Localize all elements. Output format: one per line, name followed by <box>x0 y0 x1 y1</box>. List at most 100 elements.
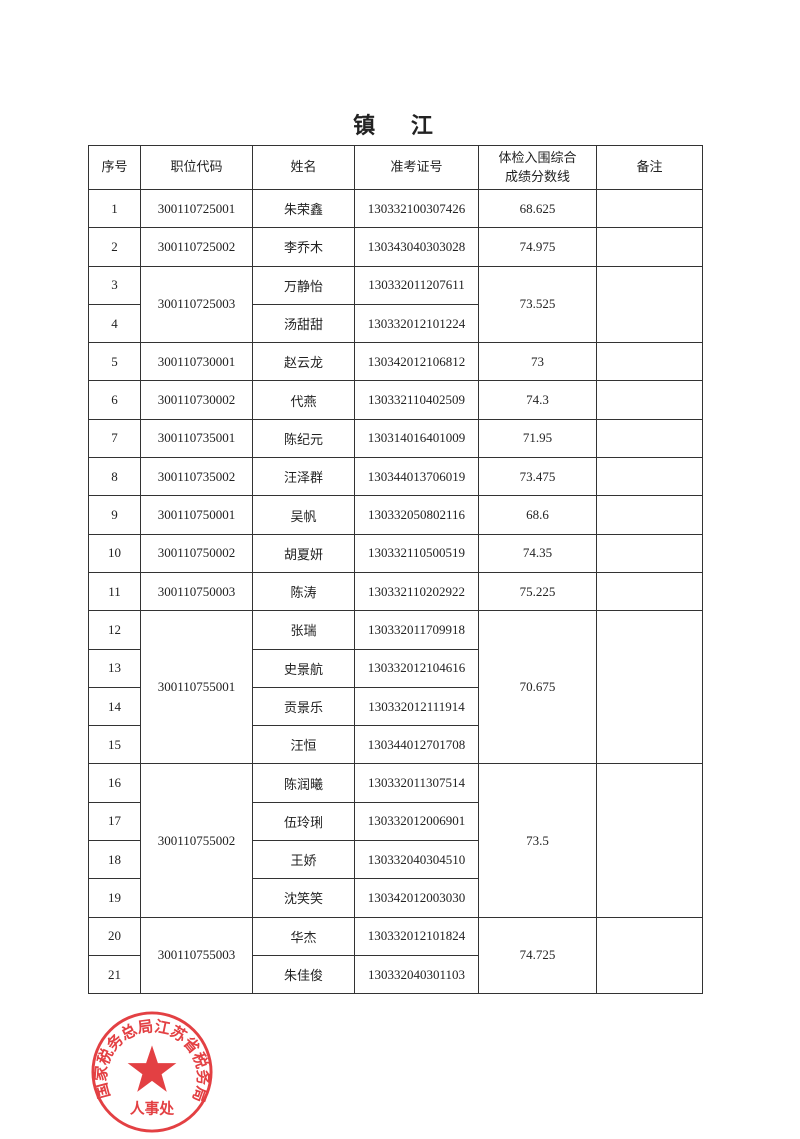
row-no: 8 <box>88 457 141 497</box>
results-table: 序号 职位代码 姓名 准考证号 体检入围综合 成绩分数线 备注 1 30011072… <box>88 145 703 995</box>
row-no: 11 <box>88 571 141 612</box>
header-exam-id: 准考证号 <box>354 145 479 190</box>
exam-id: 130332110202922 <box>354 571 479 612</box>
row-no: 21 <box>88 954 141 995</box>
position-code: 300110725003 <box>140 265 253 344</box>
position-code: 300110725001 <box>140 188 253 229</box>
row-no: 2 <box>88 227 141 267</box>
candidate-name: 吴帆 <box>252 495 355 535</box>
table-row: 15 汪恒 130344012701708 <box>88 725 703 765</box>
score-line: 68.6 <box>478 495 597 535</box>
candidate-name: 万静怡 <box>252 265 355 305</box>
score-line: 74.725 <box>478 916 597 995</box>
remark <box>596 571 703 612</box>
table-row: 1 300110725001 朱荣鑫 130332100307426 68.625 <box>88 188 703 229</box>
score-line: 74.35 <box>478 533 597 573</box>
exam-id: 130332012104616 <box>354 648 479 688</box>
candidate-name: 陈润曦 <box>252 763 355 803</box>
exam-id: 130314016401009 <box>354 418 479 459</box>
row-no: 10 <box>88 533 141 573</box>
position-code: 300110730001 <box>140 342 253 382</box>
candidate-name: 朱佳俊 <box>252 954 355 995</box>
row-no: 3 <box>88 265 141 305</box>
candidate-name: 贡景乐 <box>252 686 355 727</box>
row-no: 19 <box>88 878 141 918</box>
position-code: 300110755003 <box>140 916 253 995</box>
score-line: 73.5 <box>478 763 597 918</box>
candidate-name: 朱荣鑫 <box>252 188 355 229</box>
row-no: 4 <box>88 303 141 344</box>
official-seal: 国家税务总局江苏省税务局 人事处 <box>91 1011 213 1133</box>
exam-id: 130332040301103 <box>354 954 479 995</box>
position-code: 300110750001 <box>140 495 253 535</box>
candidate-name: 汪恒 <box>252 725 355 765</box>
remark <box>596 380 703 420</box>
exam-id: 130332012006901 <box>354 801 479 842</box>
table-row: 9 300110750001 吴帆 130332050802116 68.6 <box>88 495 703 535</box>
table-row: 3 300110725003 万静怡 130332011207611 73.525 <box>88 265 703 344</box>
exam-id: 130332100307426 <box>354 188 479 229</box>
candidate-name: 王娇 <box>252 840 355 880</box>
table-row: 4 汤甜甜 130332012101224 <box>88 303 703 344</box>
header-remark: 备注 <box>596 145 703 190</box>
candidate-name: 张瑞 <box>252 610 355 650</box>
candidate-name: 陈纪元 <box>252 418 355 459</box>
score-line: 68.625 <box>478 188 597 229</box>
row-no: 16 <box>88 763 141 803</box>
page-title: 镇 江 <box>353 114 447 139</box>
exam-id: 130332050802116 <box>354 495 479 535</box>
candidate-name: 汤甜甜 <box>252 303 355 344</box>
table-row: 18 王娇 130332040304510 <box>88 840 703 880</box>
candidate-name: 汪泽群 <box>252 457 355 497</box>
score-line: 74.3 <box>478 380 597 420</box>
candidate-name: 华杰 <box>252 916 355 956</box>
position-code: 300110735001 <box>140 418 253 459</box>
remark <box>596 188 703 229</box>
row-no: 18 <box>88 840 141 880</box>
position-code: 300110755001 <box>140 610 253 765</box>
remark <box>596 227 703 267</box>
row-no: 6 <box>88 380 141 420</box>
table-row: 20 300110755003 华杰 130332012101824 74.725 <box>88 916 703 995</box>
candidate-name: 李乔木 <box>252 227 355 267</box>
position-code: 300110730002 <box>140 380 253 420</box>
score-line: 71.95 <box>478 418 597 459</box>
header-score: 体检入围综合 成绩分数线 <box>478 145 597 190</box>
table-row: 2 300110725002 李乔木 130343040303028 74.975 <box>88 227 703 267</box>
remark <box>596 916 703 995</box>
position-code: 300110725002 <box>140 227 253 267</box>
table-row: 13 史景航 130332012104616 <box>88 648 703 688</box>
header-score-line2: 成绩分数线 <box>504 169 570 185</box>
header-score-line1: 体检入围综合 <box>498 150 577 166</box>
score-line: 73.525 <box>478 265 597 344</box>
table-row: 16 300110755002 陈润曦 130332011307514 73.5 <box>88 763 703 918</box>
remark <box>596 763 703 918</box>
remark <box>596 265 703 344</box>
position-code: 300110750003 <box>140 571 253 612</box>
remark <box>596 342 703 382</box>
remark <box>596 610 703 765</box>
exam-id: 130332012101224 <box>354 303 479 344</box>
row-no: 14 <box>88 686 141 727</box>
exam-id: 130332012111914 <box>354 686 479 727</box>
row-no: 7 <box>88 418 141 459</box>
exam-id: 130332011709918 <box>354 610 479 650</box>
table-row: 21 朱佳俊 130332040301103 <box>88 954 703 995</box>
row-no: 17 <box>88 801 141 842</box>
table-row: 5 300110730001 赵云龙 130342012106812 73 <box>88 342 703 382</box>
row-no: 1 <box>88 188 141 229</box>
row-no: 13 <box>88 648 141 688</box>
exam-id: 130332110402509 <box>354 380 479 420</box>
table-row: 12 300110755001 张瑞 130332011709918 70.675 <box>88 610 703 765</box>
header-no: 序号 <box>88 145 141 190</box>
header-name: 姓名 <box>252 145 355 190</box>
remark <box>596 495 703 535</box>
row-no: 20 <box>88 916 141 956</box>
candidate-name: 赵云龙 <box>252 342 355 382</box>
exam-id: 130332110500519 <box>354 533 479 573</box>
stamp-outer-text: 国家税务总局江苏省税务局 <box>91 1017 213 1104</box>
exam-id: 130332011207611 <box>354 265 479 305</box>
row-no: 12 <box>88 610 141 650</box>
table-header-row: 序号 职位代码 姓名 准考证号 体检入围综合 成绩分数线 备注 <box>88 145 703 190</box>
score-line: 73.475 <box>478 457 597 497</box>
